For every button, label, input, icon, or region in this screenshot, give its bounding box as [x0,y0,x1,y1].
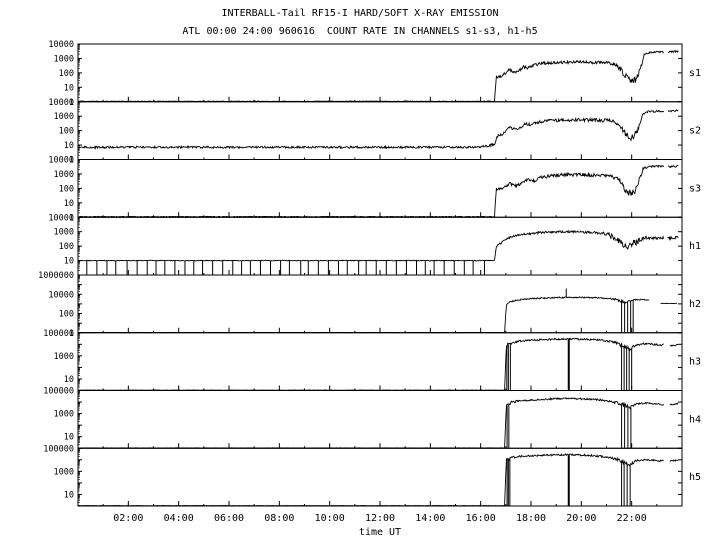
svg-text:10000: 10000 [48,98,74,108]
svg-text:08:00: 08:00 [264,513,294,524]
svg-text:1: 1 [69,98,74,108]
svg-text:1: 1 [69,329,74,339]
svg-text:1000: 1000 [54,54,74,64]
svg-text:100: 100 [59,127,74,137]
svg-text:100: 100 [59,242,74,252]
svg-text:1000000: 1000000 [38,271,74,281]
svg-text:10000: 10000 [48,156,74,166]
svg-text:h5: h5 [689,472,701,483]
svg-text:1000: 1000 [54,467,74,477]
svg-text:10:00: 10:00 [315,513,345,524]
svg-text:10: 10 [64,141,74,151]
svg-text:1: 1 [69,156,74,166]
svg-text:h4: h4 [689,414,701,425]
svg-text:time UT: time UT [359,527,401,538]
svg-text:12:00: 12:00 [365,513,395,524]
svg-text:10: 10 [64,433,74,443]
svg-text:1000: 1000 [54,410,74,420]
svg-text:s3: s3 [689,183,701,194]
svg-text:100: 100 [59,69,74,79]
svg-text:s1: s1 [689,68,701,79]
svg-text:h3: h3 [689,357,701,368]
svg-text:10000: 10000 [48,40,74,50]
svg-text:10000: 10000 [48,290,74,300]
svg-text:10: 10 [64,375,74,385]
svg-text:18:00: 18:00 [516,513,546,524]
svg-text:s2: s2 [689,126,701,137]
svg-text:10000: 10000 [48,213,74,223]
svg-text:100: 100 [59,184,74,194]
svg-text:h1: h1 [689,241,701,252]
svg-text:16:00: 16:00 [466,513,496,524]
chart-title: INTERBALL-Tail RF15-I HARD/SOFT X-RAY EM… [221,8,499,19]
svg-text:100000: 100000 [43,444,74,454]
svg-text:10: 10 [64,490,74,500]
svg-text:h2: h2 [689,299,701,310]
svg-text:10: 10 [64,199,74,209]
svg-text:1000: 1000 [54,352,74,362]
svg-text:1000: 1000 [54,112,74,122]
svg-text:1000: 1000 [54,228,74,238]
svg-text:06:00: 06:00 [214,513,244,524]
svg-text:02:00: 02:00 [113,513,143,524]
svg-text:100000: 100000 [43,329,74,339]
svg-text:10: 10 [64,257,74,267]
chart-subtitle: ATL 00:00 24:00 960616 COUNT RATE IN CHA… [182,26,538,37]
svg-text:14:00: 14:00 [415,513,445,524]
svg-text:1000: 1000 [54,170,74,180]
svg-text:100: 100 [59,310,74,320]
svg-text:04:00: 04:00 [164,513,194,524]
svg-text:10: 10 [64,83,74,93]
svg-text:22:00: 22:00 [617,513,647,524]
svg-text:1: 1 [69,213,74,223]
svg-text:100000: 100000 [43,387,74,397]
svg-text:20:00: 20:00 [566,513,596,524]
